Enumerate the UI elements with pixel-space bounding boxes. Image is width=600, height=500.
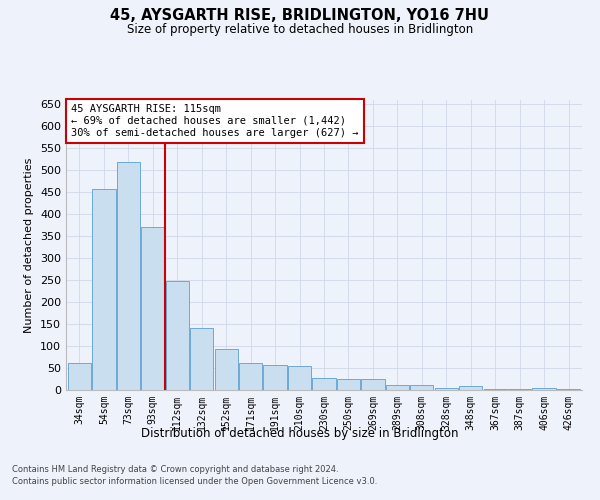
Bar [459,386,482,390]
Bar [410,385,433,390]
Bar [361,379,385,390]
Bar [557,388,580,390]
Bar [288,366,311,390]
Bar [532,388,556,390]
Bar [434,388,458,390]
Text: Distribution of detached houses by size in Bridlington: Distribution of detached houses by size … [141,428,459,440]
Bar [215,349,238,390]
Bar [337,379,360,390]
Bar [190,328,214,390]
Bar [313,378,335,390]
Bar [239,363,262,390]
Bar [166,281,189,390]
Text: 45 AYSGARTH RISE: 115sqm
← 69% of detached houses are smaller (1,442)
30% of sem: 45 AYSGARTH RISE: 115sqm ← 69% of detach… [71,104,359,138]
Bar [68,363,91,390]
Text: Contains public sector information licensed under the Open Government Licence v3: Contains public sector information licen… [12,477,377,486]
Text: Size of property relative to detached houses in Bridlington: Size of property relative to detached ho… [127,22,473,36]
Bar [117,162,140,390]
Bar [386,385,409,390]
Bar [141,228,164,390]
Bar [484,388,507,390]
Bar [263,365,287,390]
Bar [508,388,531,390]
Text: 45, AYSGARTH RISE, BRIDLINGTON, YO16 7HU: 45, AYSGARTH RISE, BRIDLINGTON, YO16 7HU [110,8,490,22]
Bar [92,189,116,390]
Y-axis label: Number of detached properties: Number of detached properties [25,158,34,332]
Text: Contains HM Land Registry data © Crown copyright and database right 2024.: Contains HM Land Registry data © Crown c… [12,466,338,474]
